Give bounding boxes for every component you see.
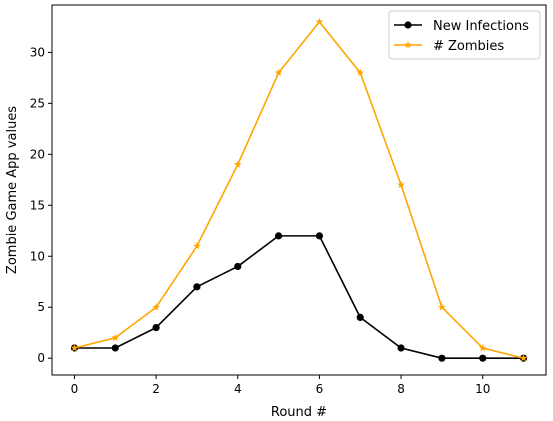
- data-point: [111, 333, 120, 342]
- data-point: [478, 343, 487, 352]
- y-axis-label: Zombie Game App values: [5, 106, 20, 274]
- series-line-zombies: [74, 21, 524, 359]
- series-layer: [70, 17, 528, 362]
- data-point: [356, 313, 364, 322]
- data-point: [356, 68, 365, 77]
- data-point: [152, 303, 160, 311]
- data-point: [479, 354, 487, 362]
- legend-marker: [404, 41, 412, 49]
- y-tick-label: 15: [30, 198, 45, 212]
- x-tick-label: 6: [316, 382, 324, 396]
- data-point: [438, 303, 446, 311]
- y-tick-label: 5: [37, 300, 45, 314]
- x-tick-label: 0: [71, 382, 79, 396]
- data-point: [193, 242, 201, 250]
- x-tick-label: 2: [152, 382, 160, 396]
- data-point: [438, 354, 446, 362]
- legend-marker: [404, 21, 412, 29]
- x-axis: 0 2 4 6 8 10: [71, 375, 490, 396]
- data-point: [519, 354, 528, 362]
- plot-area: [51, 4, 547, 376]
- data-point: [397, 344, 405, 352]
- data-point: [315, 232, 324, 240]
- legend-label: New Infections: [433, 19, 529, 34]
- x-axis-label: Round #: [271, 405, 327, 420]
- series-new-infections: [70, 232, 528, 362]
- data-point: [152, 324, 160, 332]
- data-point: [274, 232, 283, 240]
- data-point: [315, 17, 324, 26]
- legend-box: [388, 10, 541, 60]
- data-point: [397, 180, 405, 189]
- legend-item: New Infections: [394, 19, 529, 34]
- y-tick-label: 0: [37, 351, 45, 365]
- y-tick-label: 10: [30, 249, 45, 263]
- x-tick-label: 4: [234, 382, 242, 396]
- data-point: [111, 344, 119, 352]
- data-point: [70, 343, 79, 352]
- legend-item: # Zombies: [394, 39, 504, 54]
- series-zombies: [70, 17, 528, 362]
- x-tick-label: 10: [475, 382, 490, 396]
- x-tick-label: 8: [397, 382, 405, 396]
- data-point: [233, 160, 242, 168]
- y-tick-label: 20: [30, 147, 45, 161]
- series-line-new-infections: [74, 235, 524, 359]
- legend-label: # Zombies: [433, 39, 504, 54]
- data-point: [193, 283, 201, 291]
- y-tick-label: 30: [30, 45, 45, 59]
- y-axis: 0 5 10 15 20 25 30: [30, 45, 52, 365]
- y-tick-label: 25: [30, 96, 45, 110]
- data-point: [234, 262, 242, 271]
- legend: New Infections # Zombies: [388, 10, 541, 60]
- data-point: [274, 68, 283, 77]
